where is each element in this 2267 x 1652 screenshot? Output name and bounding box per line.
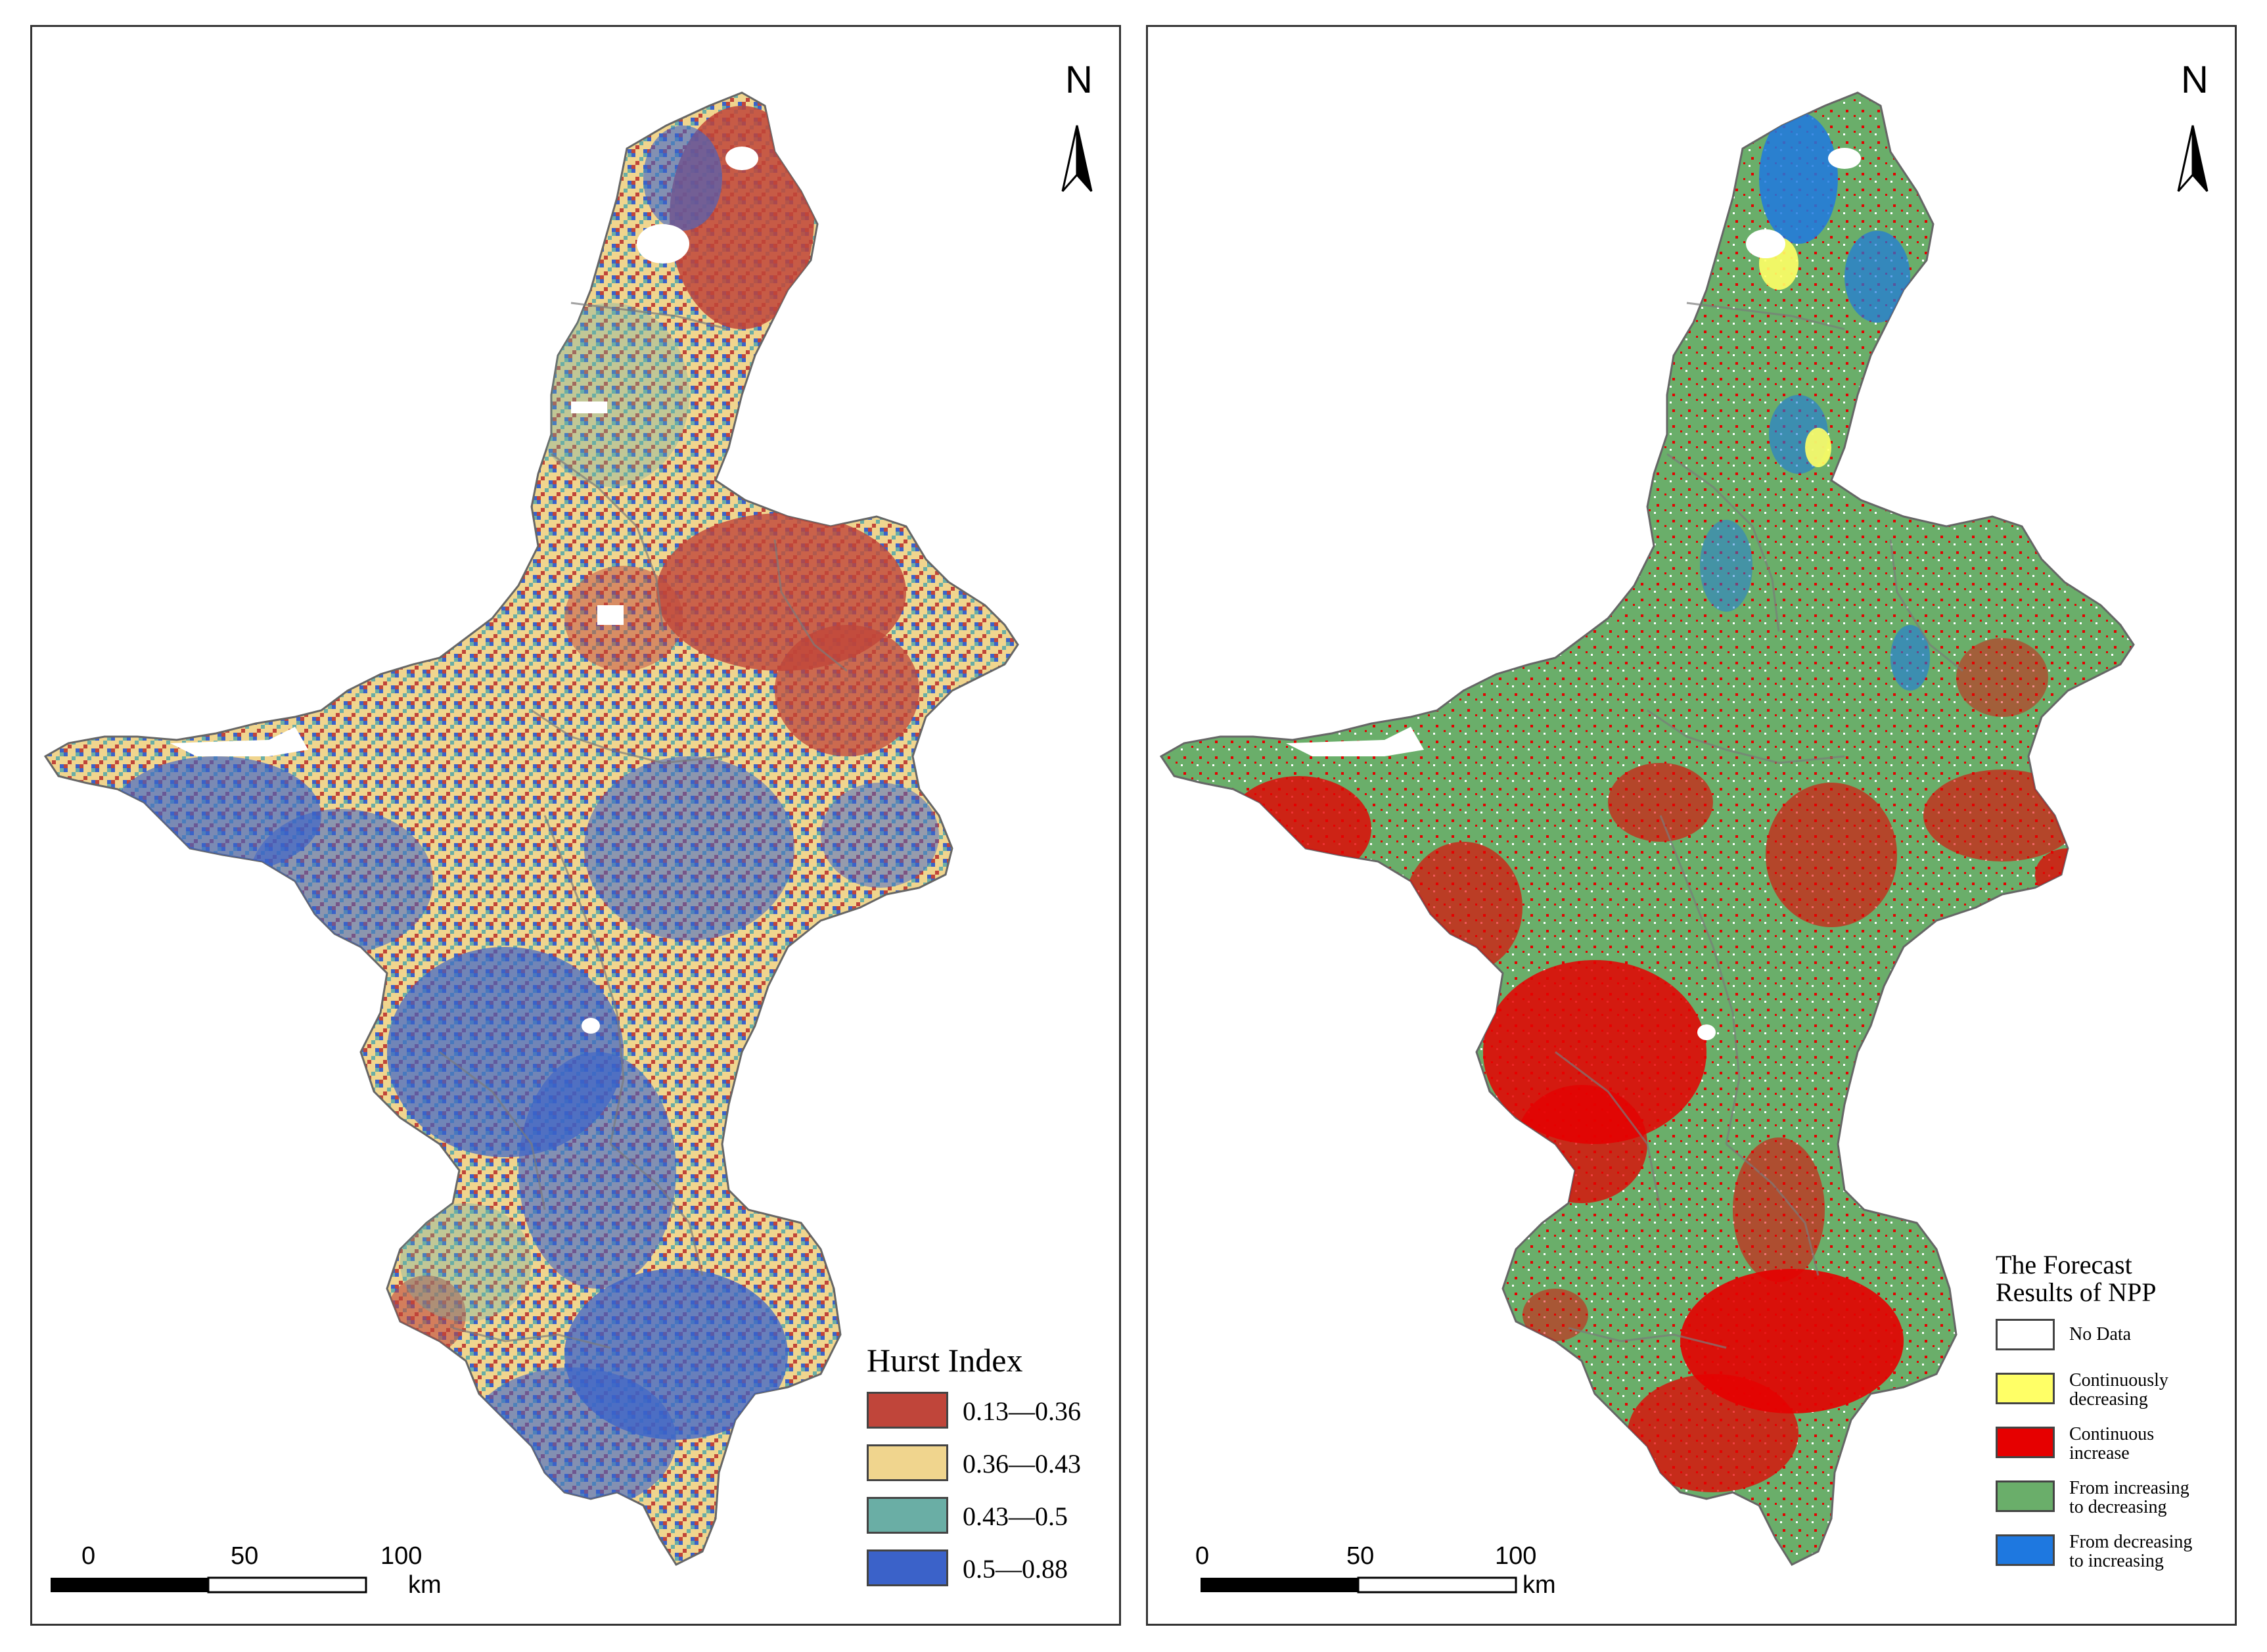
scale-tick-100: 100 (1495, 1542, 1537, 1570)
hurst-index-map-panel: N 0 50 100 km Hurst Index 0.13—0.36 0.36—0… (30, 25, 1121, 1626)
north-label: N (2181, 58, 2209, 101)
north-arrow (1061, 125, 1093, 192)
forecast-class-zones (1227, 112, 2101, 1492)
legend-swatch (1996, 1534, 2055, 1566)
legend-label: 0.13—0.36 (963, 1396, 1081, 1426)
north-label: N (1065, 58, 1093, 101)
district-boundaries (1555, 302, 1963, 1349)
npp-forecast-legend: The Forecast Results of NPP No Data Continu… (1996, 1249, 2232, 1617)
legend-label: From increasing (2069, 1478, 2189, 1498)
legend-label: increase (2069, 1443, 2130, 1464)
npp-forecast-map (1160, 91, 2209, 1594)
scale-tick-50: 50 (1346, 1542, 1375, 1570)
legend-label: 0.36—0.43 (963, 1448, 1081, 1479)
scale-unit: km (408, 1571, 442, 1599)
legend-swatch (867, 1549, 948, 1586)
scale-unit: km (1523, 1571, 1556, 1599)
legend-swatch (1996, 1373, 2055, 1404)
scale-tick-100: 100 (380, 1542, 423, 1570)
legend-label: 0.43—0.5 (963, 1501, 1068, 1531)
legend-swatch (1996, 1427, 2055, 1458)
legend-label: decreasing (2069, 1389, 2148, 1410)
legend-label: Continuous (2069, 1424, 2155, 1444)
legend-label: to decreasing (2069, 1497, 2167, 1518)
npp-forecast-map-panel: N 0 50 100 km The Forecast Results of NPP… (1146, 25, 2237, 1626)
legend-swatch (867, 1444, 948, 1481)
hurst-index-map (44, 91, 1093, 1594)
district-boundaries (439, 302, 848, 1349)
legend-title-line: Hurst Index (867, 1342, 1023, 1379)
scale-tick-50: 50 (231, 1542, 259, 1570)
legend-label: From decreasing (2069, 1532, 2193, 1552)
legend-title-line: Results of NPP (1996, 1277, 2157, 1307)
scale-tick-0: 0 (81, 1542, 96, 1570)
scale-bar (51, 1576, 367, 1594)
north-arrow (2177, 125, 2209, 192)
legend-label: to increasing (2069, 1551, 2164, 1572)
scale-bar (1201, 1576, 1517, 1594)
no-data-patches (170, 147, 758, 1034)
legend-label: 0.5—0.88 (963, 1553, 1068, 1584)
legend-title-line: The Forecast (1996, 1250, 2132, 1279)
legend-swatch (867, 1391, 948, 1429)
hurst-legend: Hurst Index 0.13—0.36 0.36—0.43 0.43—0.5 0.5… (867, 1341, 1116, 1617)
legend-swatch (867, 1496, 948, 1534)
legend-label: Continuously (2069, 1370, 2168, 1390)
legend-label: No Data (2069, 1324, 2132, 1344)
legend-swatch (1996, 1319, 2055, 1350)
legend-swatch (1996, 1480, 2055, 1512)
scale-tick-0: 0 (1195, 1542, 1210, 1570)
no-data-patches (1286, 148, 1861, 1040)
